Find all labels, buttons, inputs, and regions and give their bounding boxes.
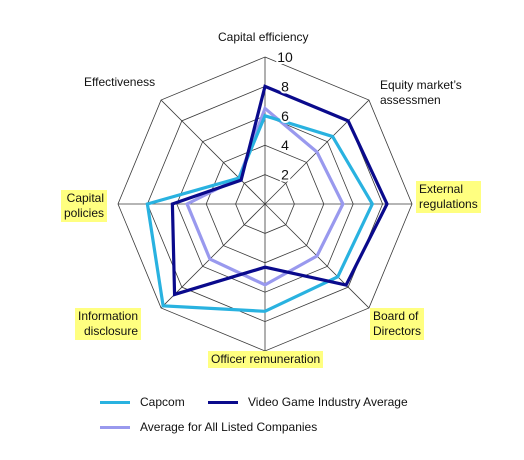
legend-label-industry-average: Video Game Industry Average (248, 395, 408, 409)
category-label-capital-policies: Capital policies (61, 190, 108, 222)
tick-label-8: 8 (281, 78, 289, 94)
legend-item-capcom: Capcom (100, 395, 185, 409)
legend-label-all-listed: Average for All Listed Companies (140, 420, 318, 434)
category-label-external-regulations: External regulations (416, 181, 481, 213)
legend-item-all-listed: Average for All Listed Companies (100, 420, 317, 434)
category-label-officer-remuneration: Officer remuneration (208, 351, 324, 368)
legend-label-capcom: Capcom (140, 395, 185, 409)
spoke-information-disclosure (160, 203, 266, 309)
spoke-effectiveness (160, 99, 266, 205)
legend-swatch-industry-average (208, 400, 238, 404)
category-label-equity-market-s-assessmen: Equity market’s assessmen (380, 78, 462, 107)
radial-tick-labels: 2 4 6 8 10 (275, 47, 295, 185)
legend-swatch-all-listed (100, 425, 130, 429)
legend-swatch-capcom (100, 400, 130, 404)
category-label-board-of-directors: Board of Directors (370, 308, 425, 340)
series-line-capcom (145, 113, 375, 313)
category-label-capital-efficiency: Capital efficiency (218, 30, 309, 44)
series-line-video-game-industry-average (170, 84, 389, 297)
tick-label-2: 2 (281, 167, 289, 183)
category-label-effectiveness: Effectiveness (84, 75, 156, 89)
radar-series (145, 84, 389, 313)
tick-label-6: 6 (281, 108, 289, 124)
tick-label-4: 4 (281, 137, 289, 153)
legend-item-industry-average: Video Game Industry Average (208, 395, 408, 409)
category-label-information-disclosure: Information disclosure (75, 308, 142, 340)
tick-label-10: 10 (277, 49, 293, 65)
